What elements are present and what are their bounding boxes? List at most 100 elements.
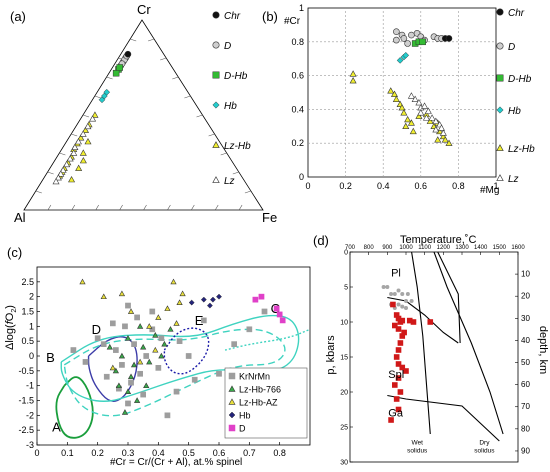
panel-c-field-E <box>163 327 210 375</box>
panel-d-xtick: 1000 <box>399 245 413 251</box>
b-legend-label-Lz: Lz <box>508 174 519 185</box>
panel-c-point-KrNrMn <box>134 314 140 321</box>
panel-d-point-gray <box>404 299 408 303</box>
panel-c-ytick: 2 <box>29 292 34 302</box>
ternary-tick-bottom <box>143 204 147 211</box>
apex-top-label: Cr <box>137 2 151 17</box>
panel-c-point-Lz-Hb-AZ <box>170 278 177 285</box>
panel-d-point-red <box>427 319 434 325</box>
panel-a-label: (a) <box>10 9 26 24</box>
panel-c-point-D_c <box>273 305 280 312</box>
panel-b-point-Lz-Hb <box>434 136 442 143</box>
panel-c-legend-marker-Hb_c <box>228 411 236 419</box>
panel-c-point-Lz-Hb-AZ <box>173 320 180 326</box>
panel-c-field-B <box>87 336 138 402</box>
panel-b-label: (b) <box>262 9 278 24</box>
b-legend-marker-Lz <box>496 174 504 181</box>
panel-b-ytick: 0.6 <box>291 71 304 81</box>
panel-b-xlabel: #Mg <box>480 185 499 196</box>
panel-b-point-Lz <box>424 107 432 114</box>
ternary-tick-right <box>244 190 251 194</box>
ternary-point-Chr <box>124 50 132 58</box>
panel-d-pt-diagram: (d) Temperature,˚C p, kbars depth, km 70… <box>313 233 549 467</box>
panel-b-xtick: 1 <box>493 181 498 191</box>
panel-b-point-Lz <box>421 102 429 109</box>
panel-d-point-red <box>403 368 409 374</box>
panel-b-ylabel: #Cr <box>284 16 301 27</box>
ternary-tick-bottom <box>167 204 171 211</box>
ternary-tick-left <box>71 133 78 137</box>
panel-c-legend-label-D_c: D <box>239 424 246 434</box>
panel-d-y2label: depth, km <box>537 326 549 374</box>
panel-b-point-D <box>408 31 415 39</box>
panel-c-point-D_c <box>258 293 265 300</box>
ternary-point-Lz-Hb <box>68 175 76 183</box>
panel-c-point-Lz-Hb-AZ <box>109 364 116 371</box>
ternary-tick-right <box>220 152 227 156</box>
panel-c-point-Lz-Hb-766 <box>133 397 141 403</box>
panel-d-point-red <box>395 347 402 353</box>
a-legend-marker-Lz <box>212 176 220 183</box>
panel-d-line-wet-solidus <box>411 251 431 435</box>
ternary-point-Lz <box>54 174 62 181</box>
panel-c-point-Lz-Hb-AZ <box>164 305 171 311</box>
ylabel-delta-log: Δlog( <box>4 324 16 350</box>
panel-d-point-gray <box>404 306 408 310</box>
panel-d-ytick: 5 <box>344 285 348 292</box>
panel-d-point-red <box>395 326 402 332</box>
panel-b-ytick: 0.4 <box>291 104 304 114</box>
panel-d-point-red <box>392 382 398 388</box>
panel-b-point-Lz <box>432 126 440 133</box>
b-legend-label-Lz-Hb: Lz-Hb <box>508 144 535 155</box>
panel-d-xtick: 1500 <box>493 245 507 251</box>
panel-c-ytick: 2.5 <box>21 277 34 287</box>
panel-d-point-red <box>406 317 413 324</box>
panel-c-point-Lz-Hb-766 <box>115 382 123 389</box>
panel-c-point-Lz-Hb-AZ <box>100 293 107 300</box>
panel-c-xtick: 0.1 <box>61 448 74 458</box>
panel-c-point-Lz-Hb-AZ <box>155 314 162 320</box>
panel-c-legend-marker-KrNrMn <box>228 372 236 380</box>
panel-b-point-D <box>400 35 408 42</box>
panel-c-legend-label-Lz-Hb-766: Lz-Hb-766 <box>239 385 281 395</box>
panel-c-field-label-E: E <box>195 313 204 328</box>
panel-c-legend-marker-D_c <box>228 424 236 432</box>
panel-d-xtick: 700 <box>345 245 356 251</box>
ternary-tick-bottom <box>47 204 52 211</box>
ternary-tick-right <box>148 38 155 42</box>
ylabel-close-paren: ) <box>4 305 16 309</box>
panel-c-point-D_c <box>252 296 259 303</box>
panel-c-point-Lz-Hb-AZ <box>176 299 183 305</box>
panel-b-point-Lz-Hb <box>349 70 357 77</box>
a-legend-label-Lz-Hb: Lz-Hb <box>224 141 251 152</box>
panel-c-point-KrNrMn <box>140 391 147 398</box>
ternary-tick-left <box>35 190 42 194</box>
panel-b-point-Lz <box>432 117 440 124</box>
panel-d-point-red <box>395 315 402 322</box>
panel-c-point-Lz-Hb-766 <box>112 367 119 374</box>
panel-c-xtick: 0.4 <box>152 448 165 458</box>
panel-b-point-Lz-Hb <box>400 109 408 116</box>
panel-c-point-KrNrMn <box>216 370 222 377</box>
panel-c-legend-label-Lz-Hb-AZ: Lz-Hb-AZ <box>239 398 278 408</box>
panel-d-point-red <box>392 322 398 329</box>
panel-c-point-Lz-Hb-766 <box>130 361 138 368</box>
panel-b-xtick: 0.6 <box>415 181 428 191</box>
panel-c-legend-marker-Lz-Hb-766 <box>228 385 236 392</box>
panel-c-legend: KrNrMn Lz-Hb-766 Lz-Hb-AZ Hb D <box>224 367 308 439</box>
panel-c-point-KrNrMn <box>185 353 192 359</box>
panel-b-point-D <box>393 36 400 44</box>
panel-d-lines <box>387 251 504 442</box>
panel-c-point-D_c <box>276 311 283 318</box>
ternary-tick-right <box>232 171 239 175</box>
ternary-point-Hb <box>103 88 111 96</box>
panel-d-line-pl-upper <box>437 251 461 344</box>
ternary-point-Lz-Hb <box>75 164 83 171</box>
panel-c-field-label-D: D <box>92 322 101 337</box>
b-legend-label-Chr: Chr <box>508 8 525 19</box>
panel-c-field-label-A: A <box>52 420 61 435</box>
panel-c-point-KrNrMn <box>149 326 156 333</box>
panel-b-point-Lz <box>415 99 423 106</box>
panel-b-point-D-Hb <box>419 38 426 46</box>
